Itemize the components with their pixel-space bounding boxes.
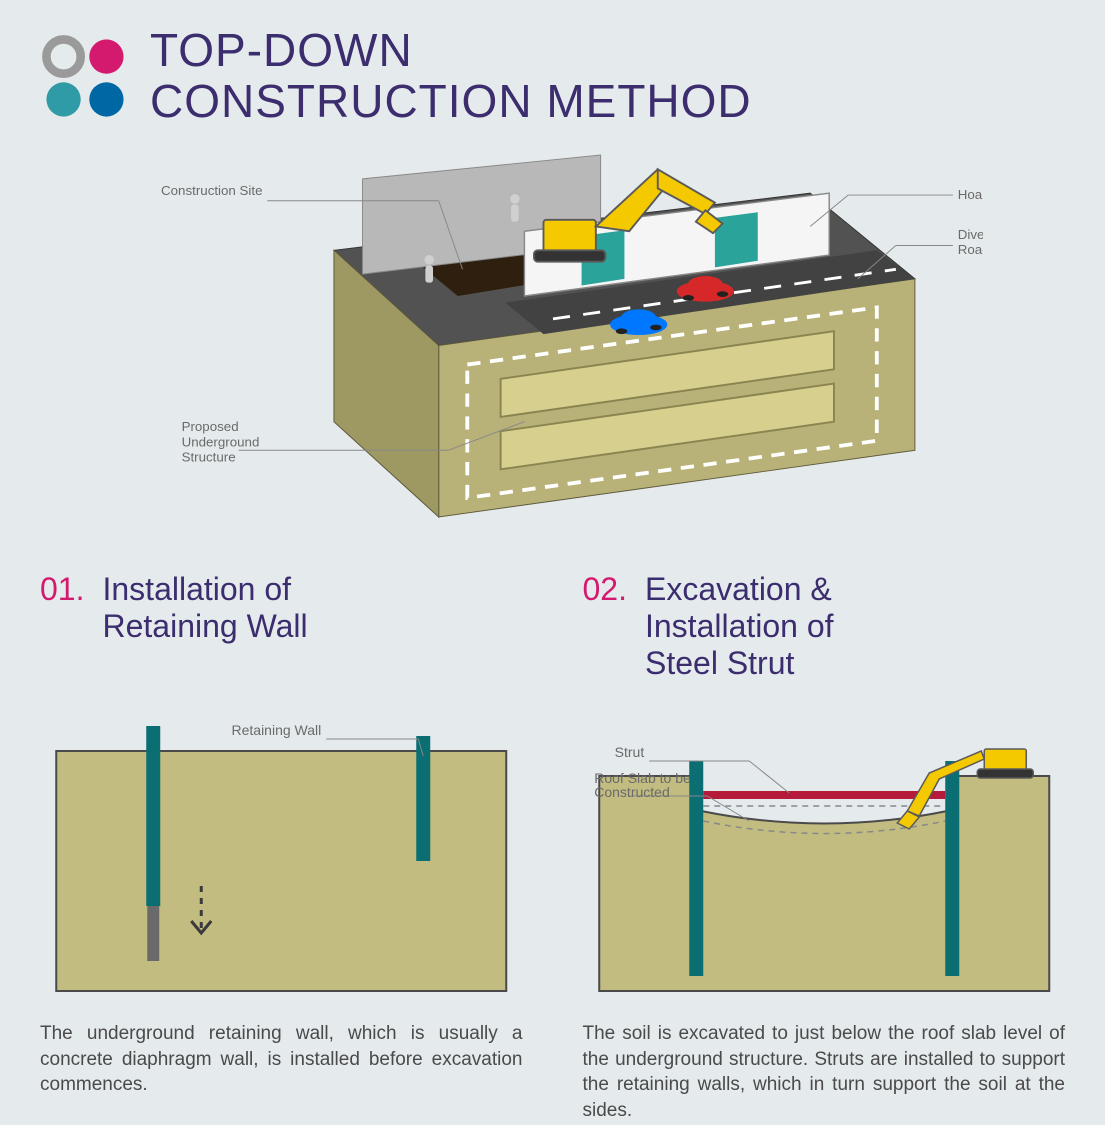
header: TOP-DOWNCONSTRUCTION METHOD [40,25,1065,126]
step-02-svg: Strut Roof Slab to be Constructed [583,721,1066,1001]
hoarding-panel-2 [714,212,757,267]
step-desc-02: The soil is excavated to just below the … [583,1021,1066,1124]
step-num-01: 01. [40,571,84,608]
logo-dot-3 [46,82,80,116]
label-retaining-wall: Retaining Wall [232,722,322,738]
drill-extension [147,906,159,961]
person-icon-1 [510,194,520,222]
steps-row: 01. Installation ofRetaining Wall Retain… [40,571,1065,1124]
step-title-01: Installation ofRetaining Wall [102,571,307,645]
step-01-svg: Retaining Wall [40,721,523,1001]
logo-dot-4 [89,82,123,116]
step-num-02: 02. [583,571,627,608]
strut [703,791,945,799]
step-head-02: 02. Excavation &Installation ofSteel Str… [583,571,1066,706]
label-construction-site: Construction Site [161,183,262,198]
logo-dot-1 [46,39,80,73]
page-title: TOP-DOWNCONSTRUCTION METHOD [150,25,752,126]
hero-svg: Construction Site Hoarding Diverted Road… [123,136,983,536]
wall-left [146,726,160,906]
label-hoarding: Hoarding [957,187,982,202]
wall-right-2 [945,761,959,976]
label-proposed: Proposed Underground Structure [181,419,263,464]
person-icon-2 [424,255,434,283]
step-desc-01: The underground retaining wall, which is… [40,1021,523,1098]
callout-strut-2 [749,761,789,793]
hero-diagram: Construction Site Hoarding Diverted Road… [40,136,1065,541]
soil-block [56,751,506,991]
soil-block-2 [599,776,1049,991]
logo-dot-2 [89,39,123,73]
step-02: 02. Excavation &Installation ofSteel Str… [583,571,1066,1124]
label-strut: Strut [614,744,644,760]
wall-left-2 [689,761,703,976]
step-title-02: Excavation &Installation ofSteel Strut [645,571,834,681]
logo-dots-icon [40,33,130,123]
step-01: 01. Installation ofRetaining Wall Retain… [40,571,523,1124]
label-diverted-road: Diverted Road [957,227,982,257]
step-head-01: 01. Installation ofRetaining Wall [40,571,523,706]
